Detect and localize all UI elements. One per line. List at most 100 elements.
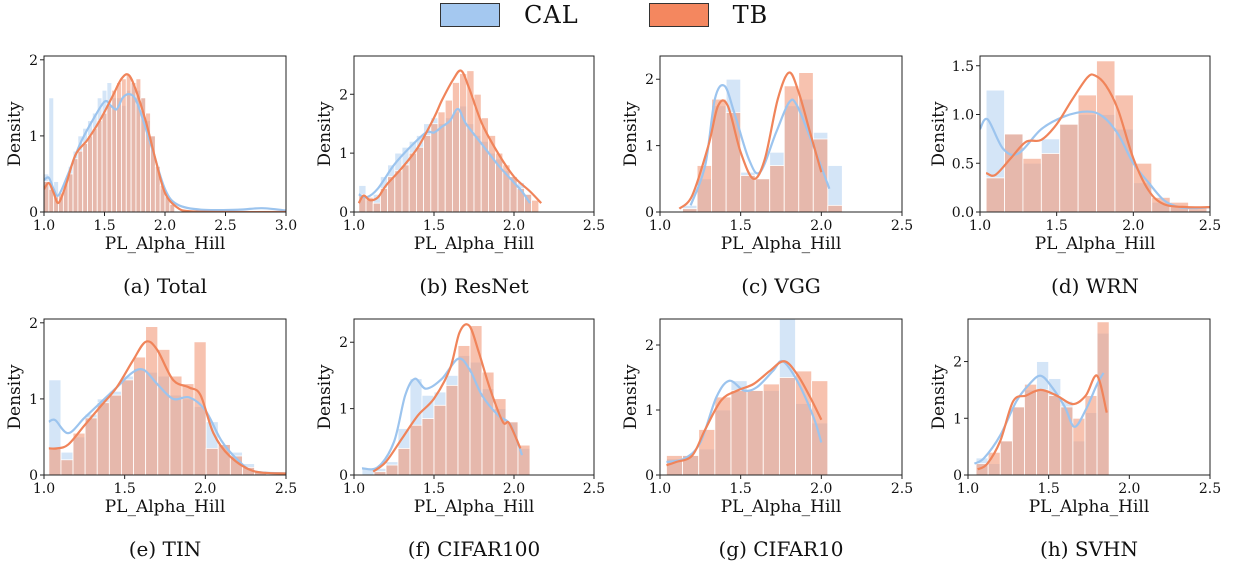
histogram-bar-tb (714, 396, 732, 475)
histogram-bar-tb (445, 384, 459, 475)
x-tick-label: 1.0 (649, 481, 671, 497)
legend-swatch-tb (648, 3, 709, 27)
x-tick-label: 1.0 (33, 481, 55, 497)
histogram-bar-tb (394, 170, 403, 212)
plot-area (678, 71, 843, 212)
y-tick-label: 1 (29, 129, 38, 145)
histogram-bar-tb (481, 371, 495, 475)
histogram-bar-tb (133, 356, 147, 475)
x-tick-label: 2.5 (891, 481, 913, 497)
x-tick-label: 2.5 (1199, 481, 1221, 497)
histogram-bar-tb (205, 447, 219, 475)
x-tick-label: 3.0 (275, 218, 297, 234)
histogram-bar-tb (157, 349, 171, 475)
y-tick-label: 1 (953, 411, 962, 427)
x-tick-label: 1.5 (730, 481, 752, 497)
kde-line-tb (666, 360, 823, 467)
histogram-bar-tb (96, 402, 110, 475)
y-axis-label: Density (621, 101, 641, 167)
x-tick-label: 1.0 (969, 218, 991, 234)
y-tick-label: 2 (645, 72, 654, 88)
histogram-bar-tb (125, 74, 132, 212)
kde-line-tb (985, 73, 1210, 209)
legend-label-cal: CAL (524, 1, 579, 29)
y-tick-label: 1 (645, 403, 654, 419)
histogram-bar-tb (101, 112, 108, 212)
histogram-bar-tb (762, 383, 780, 475)
plot-area (357, 69, 542, 212)
histogram-bar-tb (430, 123, 439, 212)
histogram-bar-tb (1048, 395, 1062, 475)
axes-frame (353, 318, 595, 476)
y-tick-label: 1.5 (952, 59, 974, 75)
subplot-3: 1.0 1.5 2.0 2.5 0 1 2 PL_Alpha_Hill Density (c) V… (621, 55, 913, 298)
x-tick-label: 2.0 (1122, 218, 1144, 234)
histogram-bar-tb (1059, 123, 1079, 212)
y-tick-label: 2 (953, 355, 962, 371)
x-tick-label: 1.5 (423, 218, 445, 234)
histogram-bar-tb (87, 135, 93, 212)
plot-area (48, 326, 286, 475)
histogram-bar-tb (433, 404, 447, 475)
subplot-4: 1.0 1.5 2.0 2.50.00.51.01.5PL_Alpha_HillDen… (929, 55, 1221, 298)
histogram-bar-tb (531, 199, 540, 212)
subplot-1: 1.0 1.5 2.0 2.5 3.0 0 1 2 PL_Alpha_Hill Density (a… (5, 53, 297, 298)
x-tick-label: 1.5 (114, 481, 136, 497)
x-tick-label: 2.5 (583, 218, 605, 234)
histogram-bar-tb (459, 73, 468, 212)
histogram-bar-tb (493, 398, 507, 475)
y-axis-label: Density (315, 364, 335, 430)
x-axis-label: PL_Alpha_Hill (721, 497, 842, 517)
histogram-bar-tb (92, 127, 98, 212)
kde-line-tb (357, 69, 542, 204)
kde-line-cal (361, 357, 524, 471)
histogram-bar-tb (385, 464, 399, 475)
histogram-bar-tb (421, 418, 435, 475)
histogram-bar-tb (1036, 389, 1050, 475)
x-tick-label: 2.5 (275, 481, 297, 497)
x-axis-label: PL_Alpha_Hill (105, 497, 226, 517)
y-tick-label: 1 (29, 392, 38, 408)
x-tick-label: 2.0 (1118, 481, 1140, 497)
histogram-bar-tb (1011, 406, 1025, 475)
y-axis-label: Density (929, 364, 949, 430)
plot-area (44, 73, 286, 212)
subplot-2: 1.0 1.5 2.0 2.5 0 1 2 PL_Alpha_Hill Density (b) R… (315, 55, 605, 298)
histogram-bar-tb (1040, 153, 1061, 212)
histogram-bar-tb (1022, 157, 1042, 212)
plot-area (666, 318, 829, 475)
histogram-bar-tb (169, 375, 183, 475)
axes-frame (659, 318, 903, 476)
y-tick-label: 0 (645, 468, 654, 484)
histogram-bar-tb (811, 380, 829, 475)
y-tick-label: 0 (29, 205, 38, 221)
legend-label-tb: TB (732, 1, 769, 29)
y-tick-label: 2 (339, 87, 348, 103)
kde-line-cal (48, 368, 286, 475)
histogram-bar-tb (409, 424, 423, 475)
histogram-bar-tb (96, 120, 103, 212)
x-tick-label: 1.5 (423, 481, 445, 497)
kde-line-tb (977, 374, 1108, 471)
y-axis-label: Density (315, 101, 335, 167)
x-tick-label: 1.0 (957, 481, 979, 497)
x-axis-label: PL_Alpha_Hill (414, 234, 535, 254)
histogram-bar-tb (469, 325, 483, 475)
subplot-caption: (b) ResNet (419, 274, 528, 298)
y-tick-label: 1 (645, 139, 654, 155)
legend-item-tb: TB (648, 1, 769, 29)
y-axis-label: Density (5, 101, 25, 167)
kde-line-tb (48, 340, 286, 475)
legend-item-cal: CAL (440, 1, 579, 29)
subplot-caption: (c) VGG (741, 274, 821, 298)
y-tick-label: 0 (645, 205, 654, 221)
legend: CAL TB (440, 0, 838, 30)
plot-area (980, 60, 1210, 212)
kde-line-tb (44, 73, 286, 212)
histogram-bar-tb (1024, 383, 1037, 475)
histogram-bar-tb (415, 146, 424, 212)
histogram-bar-tb (72, 158, 79, 212)
kde-line-tb (678, 71, 823, 210)
